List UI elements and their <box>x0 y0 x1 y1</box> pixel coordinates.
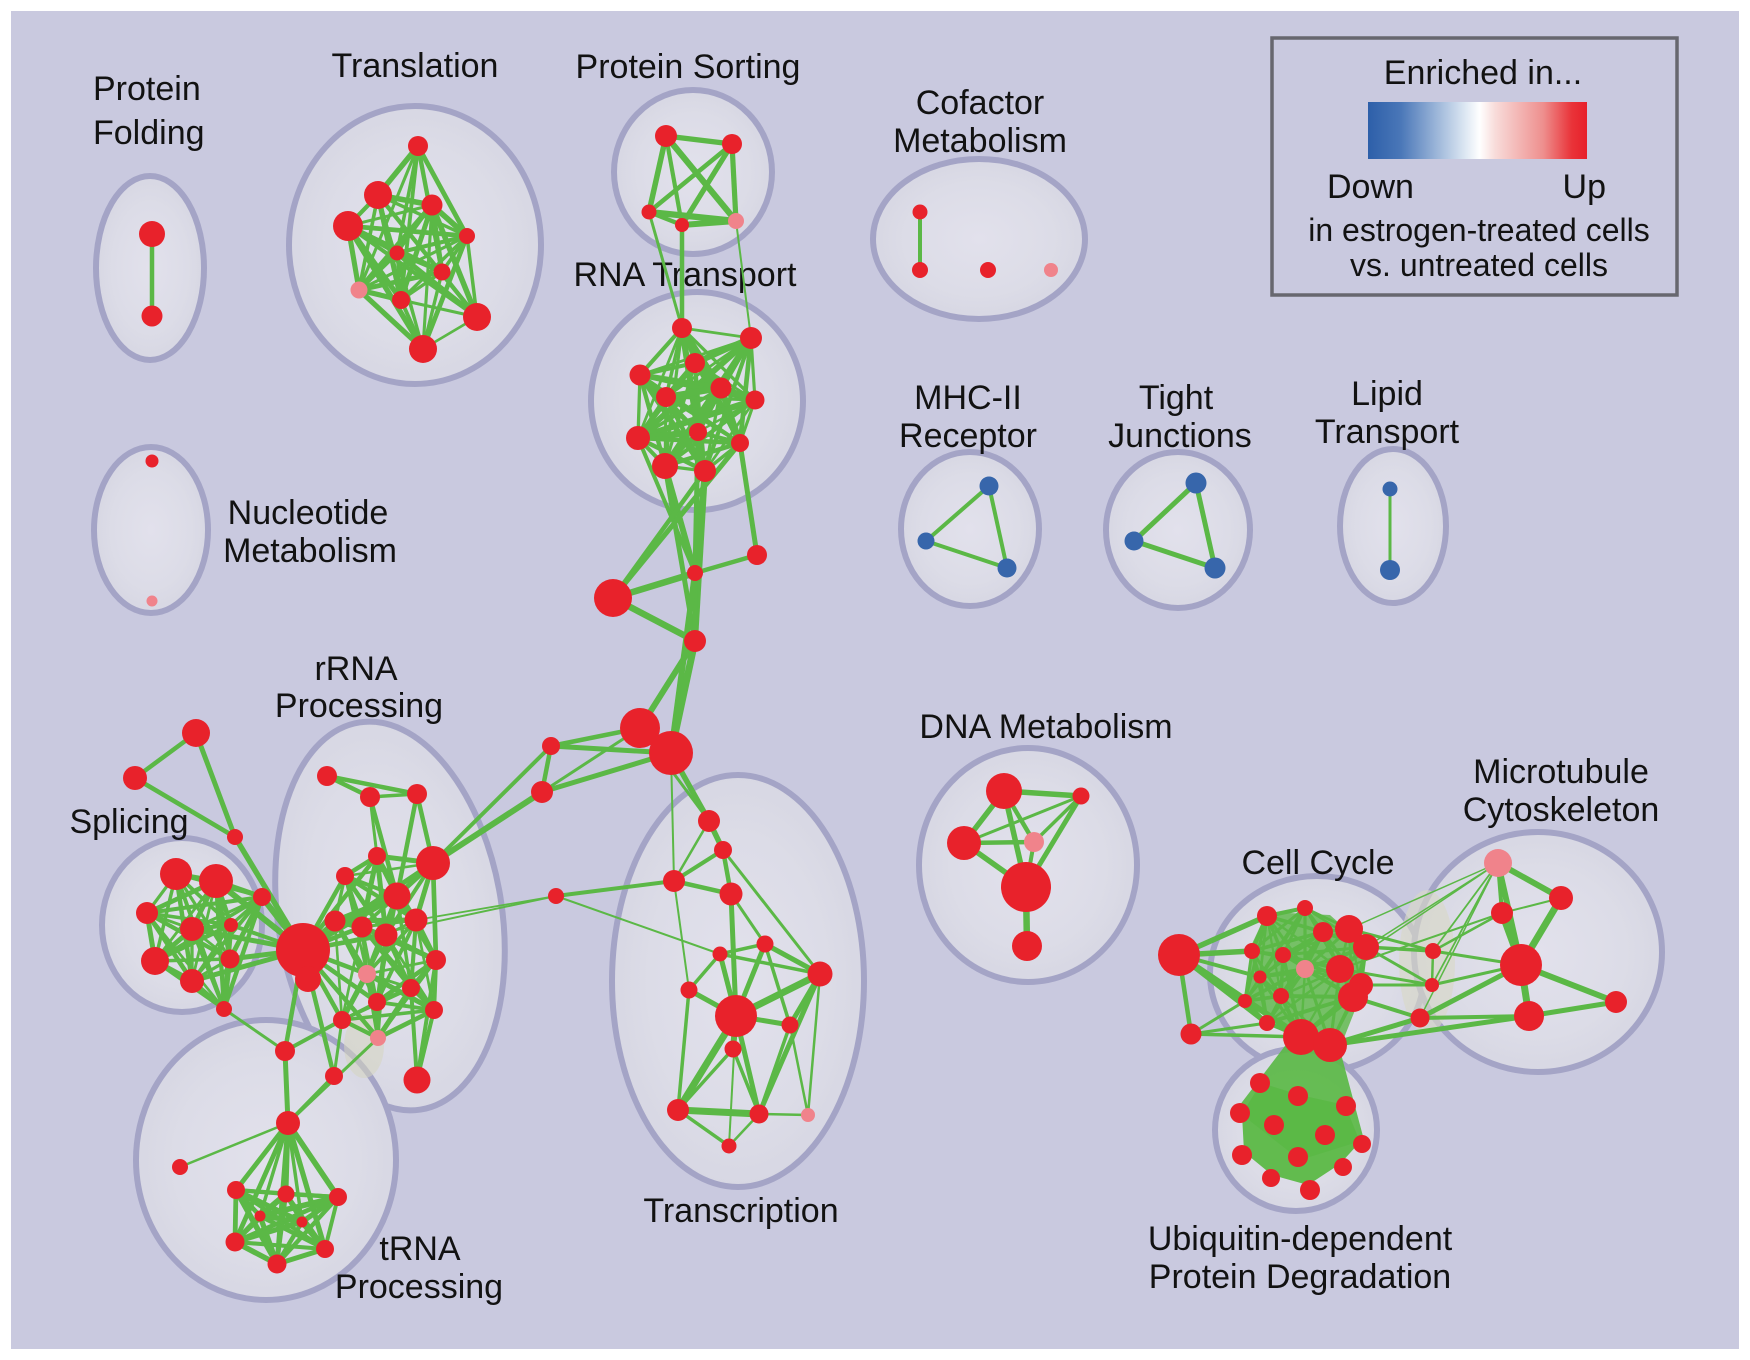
svg-text:Metabolism: Metabolism <box>223 532 397 570</box>
svg-text:Processing: Processing <box>335 1268 503 1306</box>
svg-text:Nucleotide: Nucleotide <box>228 494 389 532</box>
svg-text:Junctions: Junctions <box>1108 417 1252 455</box>
svg-text:Protein: Protein <box>93 70 201 108</box>
svg-text:Folding: Folding <box>93 114 205 152</box>
svg-text:Splicing: Splicing <box>69 803 188 841</box>
svg-text:Receptor: Receptor <box>899 417 1037 455</box>
svg-text:Lipid: Lipid <box>1351 375 1423 413</box>
svg-text:Tight: Tight <box>1139 379 1214 417</box>
svg-text:MHC-II: MHC-II <box>914 379 1022 417</box>
svg-text:Metabolism: Metabolism <box>893 122 1067 160</box>
svg-text:Translation: Translation <box>332 47 499 85</box>
svg-text:Processing: Processing <box>275 687 443 725</box>
svg-text:RNA Transport: RNA Transport <box>574 256 798 294</box>
svg-text:Enriched in...: Enriched in... <box>1384 54 1582 92</box>
svg-text:Ubiquitin-dependent: Ubiquitin-dependent <box>1148 1220 1453 1258</box>
svg-text:Down: Down <box>1327 168 1414 206</box>
svg-text:Cell Cycle: Cell Cycle <box>1241 844 1394 882</box>
svg-text:Transcription: Transcription <box>643 1192 838 1230</box>
svg-text:DNA Metabolism: DNA Metabolism <box>919 708 1172 746</box>
svg-text:rRNA: rRNA <box>314 650 397 688</box>
svg-text:Cofactor: Cofactor <box>916 84 1045 122</box>
svg-text:vs. untreated cells: vs. untreated cells <box>1350 247 1608 283</box>
svg-text:tRNA: tRNA <box>379 1230 461 1268</box>
svg-text:in estrogen-treated cells: in estrogen-treated cells <box>1308 212 1650 248</box>
svg-text:Protein Sorting: Protein Sorting <box>576 48 801 86</box>
svg-text:Microtubule: Microtubule <box>1473 753 1649 791</box>
svg-text:Up: Up <box>1563 168 1606 206</box>
svg-text:Transport: Transport <box>1315 413 1460 451</box>
svg-text:Cytoskeleton: Cytoskeleton <box>1463 791 1660 829</box>
svg-text:Protein Degradation: Protein Degradation <box>1149 1258 1451 1296</box>
